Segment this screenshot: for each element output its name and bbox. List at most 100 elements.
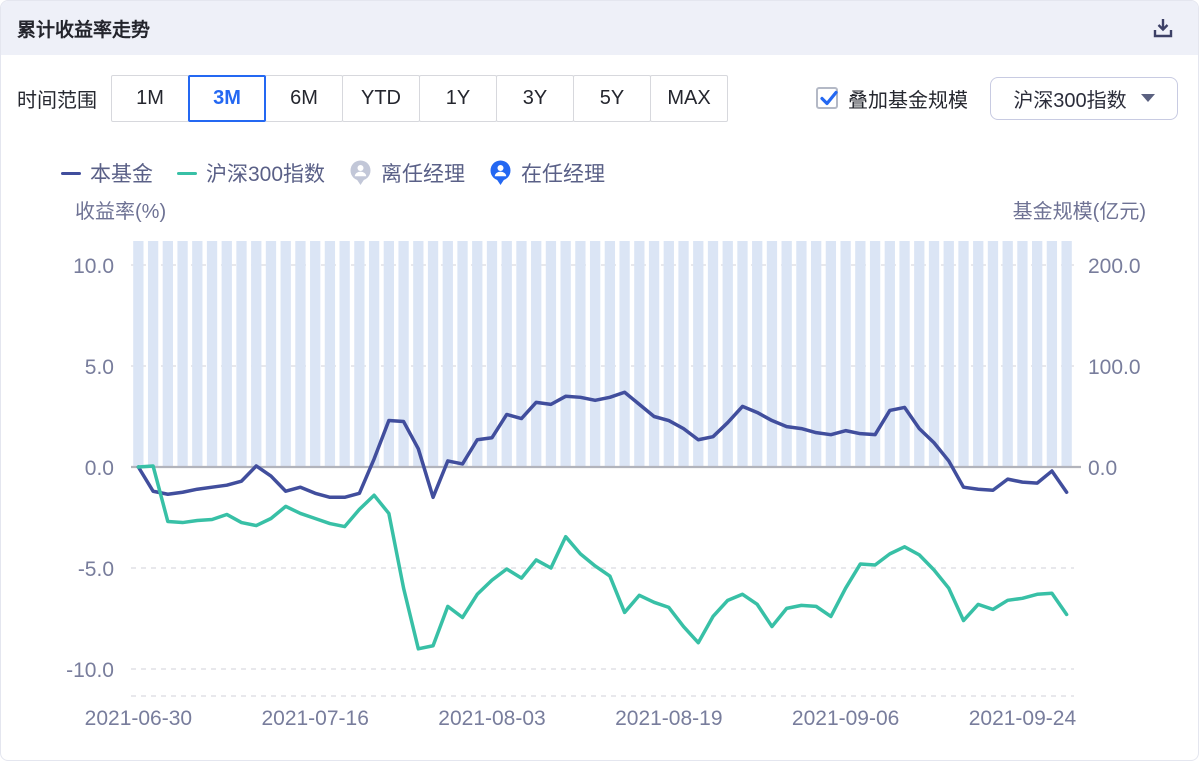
fund-scale-bar[interactable] — [928, 241, 940, 466]
fund-scale-bar[interactable] — [634, 241, 645, 466]
download-icon — [1153, 19, 1173, 38]
legend-label-current-manager: 在任经理 — [521, 163, 606, 186]
fund-scale-bar[interactable] — [236, 241, 247, 466]
fund-scale-bar[interactable] — [722, 241, 733, 466]
fund-scale-bar[interactable] — [810, 241, 822, 466]
fund-scale-bar[interactable] — [1032, 241, 1043, 466]
fund-scale-bar[interactable] — [177, 241, 188, 466]
legend-item-former-manager[interactable]: 离任经理 — [349, 158, 465, 188]
time-range-button-max[interactable]: MAX — [650, 74, 728, 122]
fund-scale-bar[interactable] — [1002, 241, 1013, 466]
fund-scale-bar[interactable] — [1061, 241, 1072, 466]
fund-scale-bar[interactable] — [973, 241, 984, 466]
chart-legend: 本基金 沪深300指数 离任经理 在任经理 — [61, 158, 605, 188]
chevron-down-icon — [1140, 94, 1155, 102]
fund-scale-bar[interactable] — [162, 241, 173, 466]
fund-scale-bar[interactable] — [589, 241, 601, 466]
fund-scale-bar[interactable] — [619, 241, 630, 466]
time-range-button-ytd[interactable]: YTD — [342, 74, 420, 122]
fund-scale-bar[interactable] — [796, 241, 807, 466]
fund-scale-bar[interactable] — [648, 241, 660, 466]
fund-scale-bar[interactable] — [324, 241, 336, 466]
former-manager-badge-icon — [350, 160, 371, 185]
fund-scale-bar[interactable] — [575, 241, 586, 466]
time-range-button-1y[interactable]: 1Y — [419, 74, 497, 122]
card-header: 累计收益率走势 — [1, 1, 1198, 55]
fund-scale-bar[interactable] — [413, 241, 424, 466]
fund-scale-bar[interactable] — [339, 241, 350, 466]
right-axis-tick: 100.0 — [1088, 356, 1141, 379]
fund-scale-bar[interactable] — [1017, 241, 1028, 466]
fund-scale-bar[interactable] — [427, 241, 439, 466]
fund-scale-bar[interactable] — [825, 241, 837, 466]
fund-scale-bar[interactable] — [840, 241, 851, 466]
fund-scale-bar[interactable] — [1046, 241, 1058, 466]
fund-scale-bar[interactable] — [737, 241, 748, 466]
fund-scale-bar[interactable] — [265, 241, 277, 466]
overlay-scale-label: 叠加基金规模 — [848, 89, 968, 112]
time-range-button-5y[interactable]: 5Y — [573, 74, 651, 122]
legend-item-index[interactable]: 沪深300指数 — [177, 158, 325, 188]
fund-scale-bar[interactable] — [251, 241, 262, 466]
fund-scale-bar[interactable] — [516, 241, 527, 466]
fund-scale-bar[interactable] — [206, 241, 218, 466]
fund-scale-bar[interactable] — [442, 241, 453, 466]
time-range-button-6m[interactable]: 6M — [265, 74, 343, 122]
left-axis-tick: -10.0 — [66, 659, 114, 682]
fund-scale-bar[interactable] — [368, 241, 380, 466]
fund-scale-bar[interactable] — [457, 241, 468, 466]
fund-scale-bar[interactable] — [221, 241, 232, 466]
fund-scale-bar[interactable] — [958, 241, 969, 466]
fund-scale-bar[interactable] — [884, 241, 895, 466]
benchmark-select-value: 沪深300指数 — [1013, 89, 1127, 112]
fund-scale-bar[interactable] — [752, 241, 763, 466]
download-button[interactable] — [1150, 15, 1176, 41]
fund-scale-bar[interactable] — [280, 241, 291, 466]
fund-scale-bar[interactable] — [295, 241, 306, 466]
fund-scale-bar[interactable] — [869, 241, 881, 466]
fund-scale-bar[interactable] — [899, 241, 910, 466]
x-axis-date-label: 2021-09-06 — [792, 707, 899, 730]
overlay-scale-checkbox[interactable] — [816, 87, 838, 109]
fund-scale-bar[interactable] — [914, 241, 925, 466]
left-axis-tick: 5.0 — [85, 356, 114, 379]
fund-scale-bar[interactable] — [693, 241, 704, 466]
fund-scale-bar[interactable] — [531, 241, 542, 466]
x-axis-date-label: 2021-08-03 — [438, 707, 545, 730]
fund-scale-bar[interactable] — [943, 241, 954, 466]
time-range-button-3m[interactable]: 3M — [188, 74, 266, 122]
index-return-line[interactable] — [136, 464, 1069, 651]
time-range-button-1m[interactable]: 1M — [111, 74, 189, 122]
fund-scale-bar[interactable] — [678, 241, 689, 466]
fund-scale-bar[interactable] — [383, 241, 395, 466]
fund-return-line[interactable] — [136, 390, 1069, 500]
left-axis-tick: -5.0 — [78, 558, 114, 581]
fund-scale-bar[interactable] — [354, 241, 365, 466]
fund-scale-bar[interactable] — [310, 241, 321, 466]
fund-scale-bar[interactable] — [501, 241, 512, 466]
fund-scale-bar[interactable] — [707, 241, 719, 466]
fund-scale-bar[interactable] — [560, 241, 571, 466]
fund-scale-bar[interactable] — [147, 241, 159, 466]
fund-scale-bar[interactable] — [766, 241, 778, 466]
x-axis-date-label: 2021-09-24 — [969, 707, 1077, 730]
time-range-button-group: 1M 3M 6M YTD 1Y 3Y 5Y MAX — [111, 74, 728, 122]
fund-scale-bar[interactable] — [192, 241, 203, 466]
time-range-button-3y[interactable]: 3Y — [496, 74, 574, 122]
fund-scale-bar[interactable] — [781, 241, 792, 466]
fund-scale-bar[interactable] — [604, 241, 616, 466]
fund-scale-bar[interactable] — [472, 241, 483, 466]
fund-scale-bar[interactable] — [663, 241, 674, 466]
fund-scale-bar[interactable] — [545, 241, 557, 466]
return-trend-chart[interactable]: 10.0 5.0 0.0 -5.0 -10.0 200.0 100.0 0.0 2021-06-… — [1, 223, 1199, 753]
fund-scale-bar[interactable] — [486, 241, 498, 466]
benchmark-select[interactable]: 沪深300指数 — [990, 76, 1178, 120]
fund-scale-bar[interactable] — [133, 241, 144, 466]
fund-scale-bar[interactable] — [987, 241, 999, 466]
left-axis-title: 收益率(%) — [75, 201, 167, 223]
fund-scale-bar[interactable] — [855, 241, 866, 466]
check-icon — [820, 90, 838, 106]
legend-item-current-manager[interactable]: 在任经理 — [489, 158, 605, 188]
fund-scale-bar[interactable] — [398, 241, 409, 466]
legend-item-fund[interactable]: 本基金 — [61, 158, 153, 188]
